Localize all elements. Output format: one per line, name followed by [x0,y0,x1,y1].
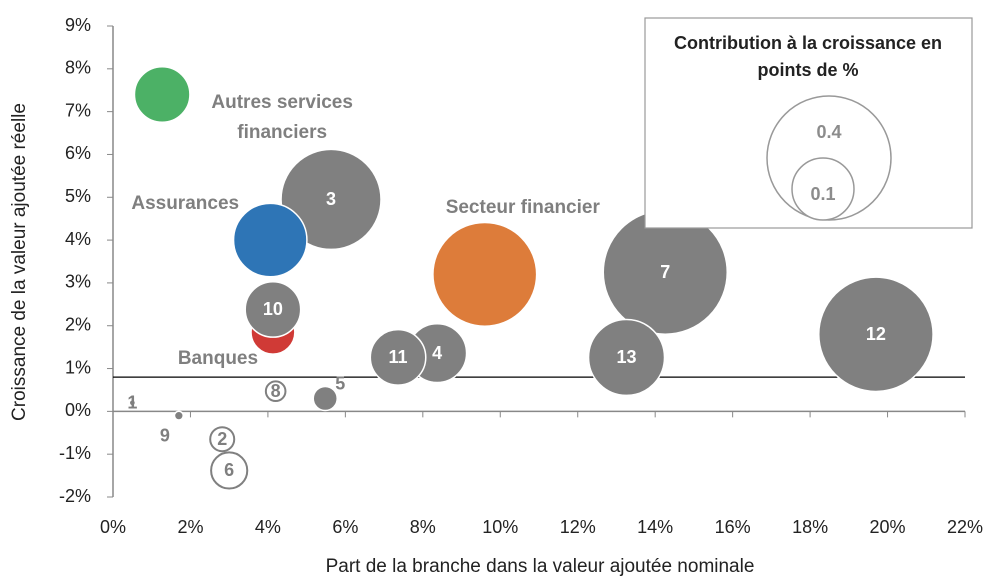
y-tick-label: -1% [59,443,91,463]
x-tick-label: 8% [410,517,436,537]
y-tick-label: 2% [65,314,91,334]
x-tick-label: 12% [560,517,596,537]
bubble-label: 4 [432,343,442,363]
y-tick-label: 8% [65,58,91,78]
bubble [312,385,338,412]
bubble-label: 2 [217,429,227,449]
bubble [369,328,427,386]
bubble-label: 7 [660,262,670,282]
legend-bubble [791,157,855,221]
y-axis-title: Croissance de la valeur ajoutée réelle [9,103,30,421]
bubble-label: 13 [617,347,637,367]
bubble [209,426,236,453]
bubble [280,148,382,251]
x-tick-label: 16% [715,517,751,537]
bubble-caption: Secteur financier [445,197,600,219]
legend-bubble-label: 0.1 [810,184,835,204]
bubble [210,451,249,490]
x-tick-label: 6% [332,517,358,537]
bubble-label: 11 [389,347,408,367]
bubble [232,202,308,278]
bubble-caption: Banques [177,348,259,370]
bubble-label: 1 [127,393,137,413]
bubble-label: 6 [224,460,234,480]
y-tick-label: 1% [65,357,91,377]
x-tick-label: 14% [637,517,673,537]
x-tick-label: 2% [177,517,203,537]
x-tick-label: 10% [482,517,518,537]
y-tick-label: 0% [65,400,91,420]
y-tick-label: 9% [65,15,91,35]
y-tick-label: 3% [65,272,91,292]
y-tick-label: 4% [65,229,91,249]
bubble-caption: Assurances [131,193,240,215]
bubble-label: 10 [263,299,283,319]
bubble [432,221,538,327]
bubble [818,276,934,393]
x-tick-label: 0% [100,517,126,537]
bubble-label: 3 [326,189,336,209]
y-tick-label: 7% [65,100,91,120]
legend-bubble-label: 0.4 [816,122,841,142]
bubble-label: 5 [335,373,345,393]
bubble [587,318,666,397]
bubble-label: 9 [160,425,170,445]
bubble-label: 8 [271,381,281,401]
x-tick-label: 20% [870,517,906,537]
bubble [128,398,137,407]
bubble [244,280,302,338]
y-tick-label: -2% [59,486,91,506]
bubble [133,66,191,123]
legend-title: Contribution à la croissance en points d… [673,33,943,80]
x-tick-label: 4% [255,517,281,537]
bubble [173,410,184,421]
y-tick-label: 6% [65,143,91,163]
bubble-label: 12 [866,324,886,344]
x-tick-label: 22% [947,517,983,537]
x-axis-title: Part de la branche dans la valeur ajouté… [326,556,755,577]
bubble-caption: Autres services financiers [211,91,353,143]
y-tick-label: 5% [65,186,91,206]
bubble [264,380,287,403]
x-tick-label: 18% [792,517,828,537]
